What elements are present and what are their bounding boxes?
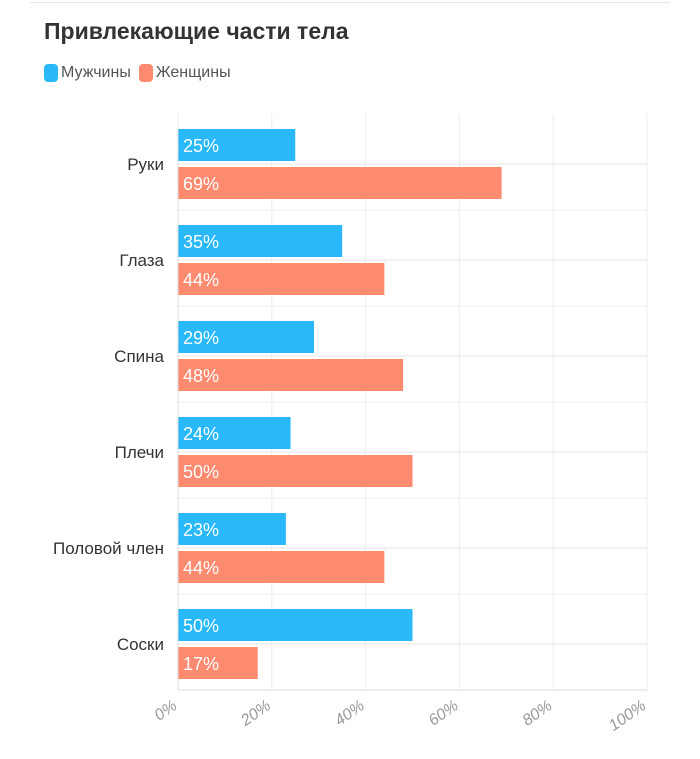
x-tick-label: 100% xyxy=(606,697,649,734)
bar-men[interactable] xyxy=(178,321,315,353)
data-label-men: 35% xyxy=(183,232,219,252)
legend-label-women: Женщины xyxy=(155,64,231,81)
bar-men[interactable] xyxy=(178,225,343,257)
x-tick-label: 0% xyxy=(152,697,181,724)
data-label-women: 17% xyxy=(183,654,219,674)
x-tick-label: 40% xyxy=(332,697,368,729)
legend-item-women[interactable]: Женщины xyxy=(138,64,231,82)
bar-women[interactable] xyxy=(178,551,385,583)
data-label-men: 29% xyxy=(183,328,219,348)
category-label: Соски xyxy=(117,635,164,654)
category-label: Руки xyxy=(127,155,164,174)
legend-swatch-men xyxy=(44,64,58,82)
x-tick-label: 60% xyxy=(426,697,462,729)
category-label: Половой член xyxy=(53,539,164,558)
x-tick-label: 80% xyxy=(520,697,556,729)
category-label: Спина xyxy=(114,347,164,366)
bar-women[interactable] xyxy=(178,359,404,391)
top-divider xyxy=(30,2,670,3)
chart-title: Привлекающие части тела xyxy=(44,18,349,44)
data-label-men: 23% xyxy=(183,520,219,540)
data-label-women: 44% xyxy=(183,558,219,578)
bar-women[interactable] xyxy=(178,167,502,199)
chart-legend: Мужчины Женщины xyxy=(44,64,239,82)
data-label-women: 48% xyxy=(183,366,219,386)
x-tick-label: 20% xyxy=(237,697,274,730)
bar-men[interactable] xyxy=(178,513,286,545)
legend-label-men: Мужчины xyxy=(61,64,131,81)
bar-women[interactable] xyxy=(178,263,385,295)
bar-men[interactable] xyxy=(178,417,291,449)
legend-swatch-women xyxy=(138,64,153,82)
data-label-men: 25% xyxy=(183,136,219,156)
category-label: Плечи xyxy=(115,443,164,462)
bar-women[interactable] xyxy=(178,647,258,679)
data-label-men: 24% xyxy=(183,424,219,444)
bar-men[interactable] xyxy=(178,129,296,161)
data-label-women: 50% xyxy=(183,462,219,482)
data-label-women: 44% xyxy=(183,270,219,290)
bar-men[interactable] xyxy=(178,609,413,641)
data-label-women: 69% xyxy=(183,174,219,194)
data-label-men: 50% xyxy=(183,616,219,636)
legend-item-men[interactable]: Мужчины xyxy=(44,64,131,82)
category-label: Глаза xyxy=(119,251,164,270)
bar-women[interactable] xyxy=(178,455,413,487)
